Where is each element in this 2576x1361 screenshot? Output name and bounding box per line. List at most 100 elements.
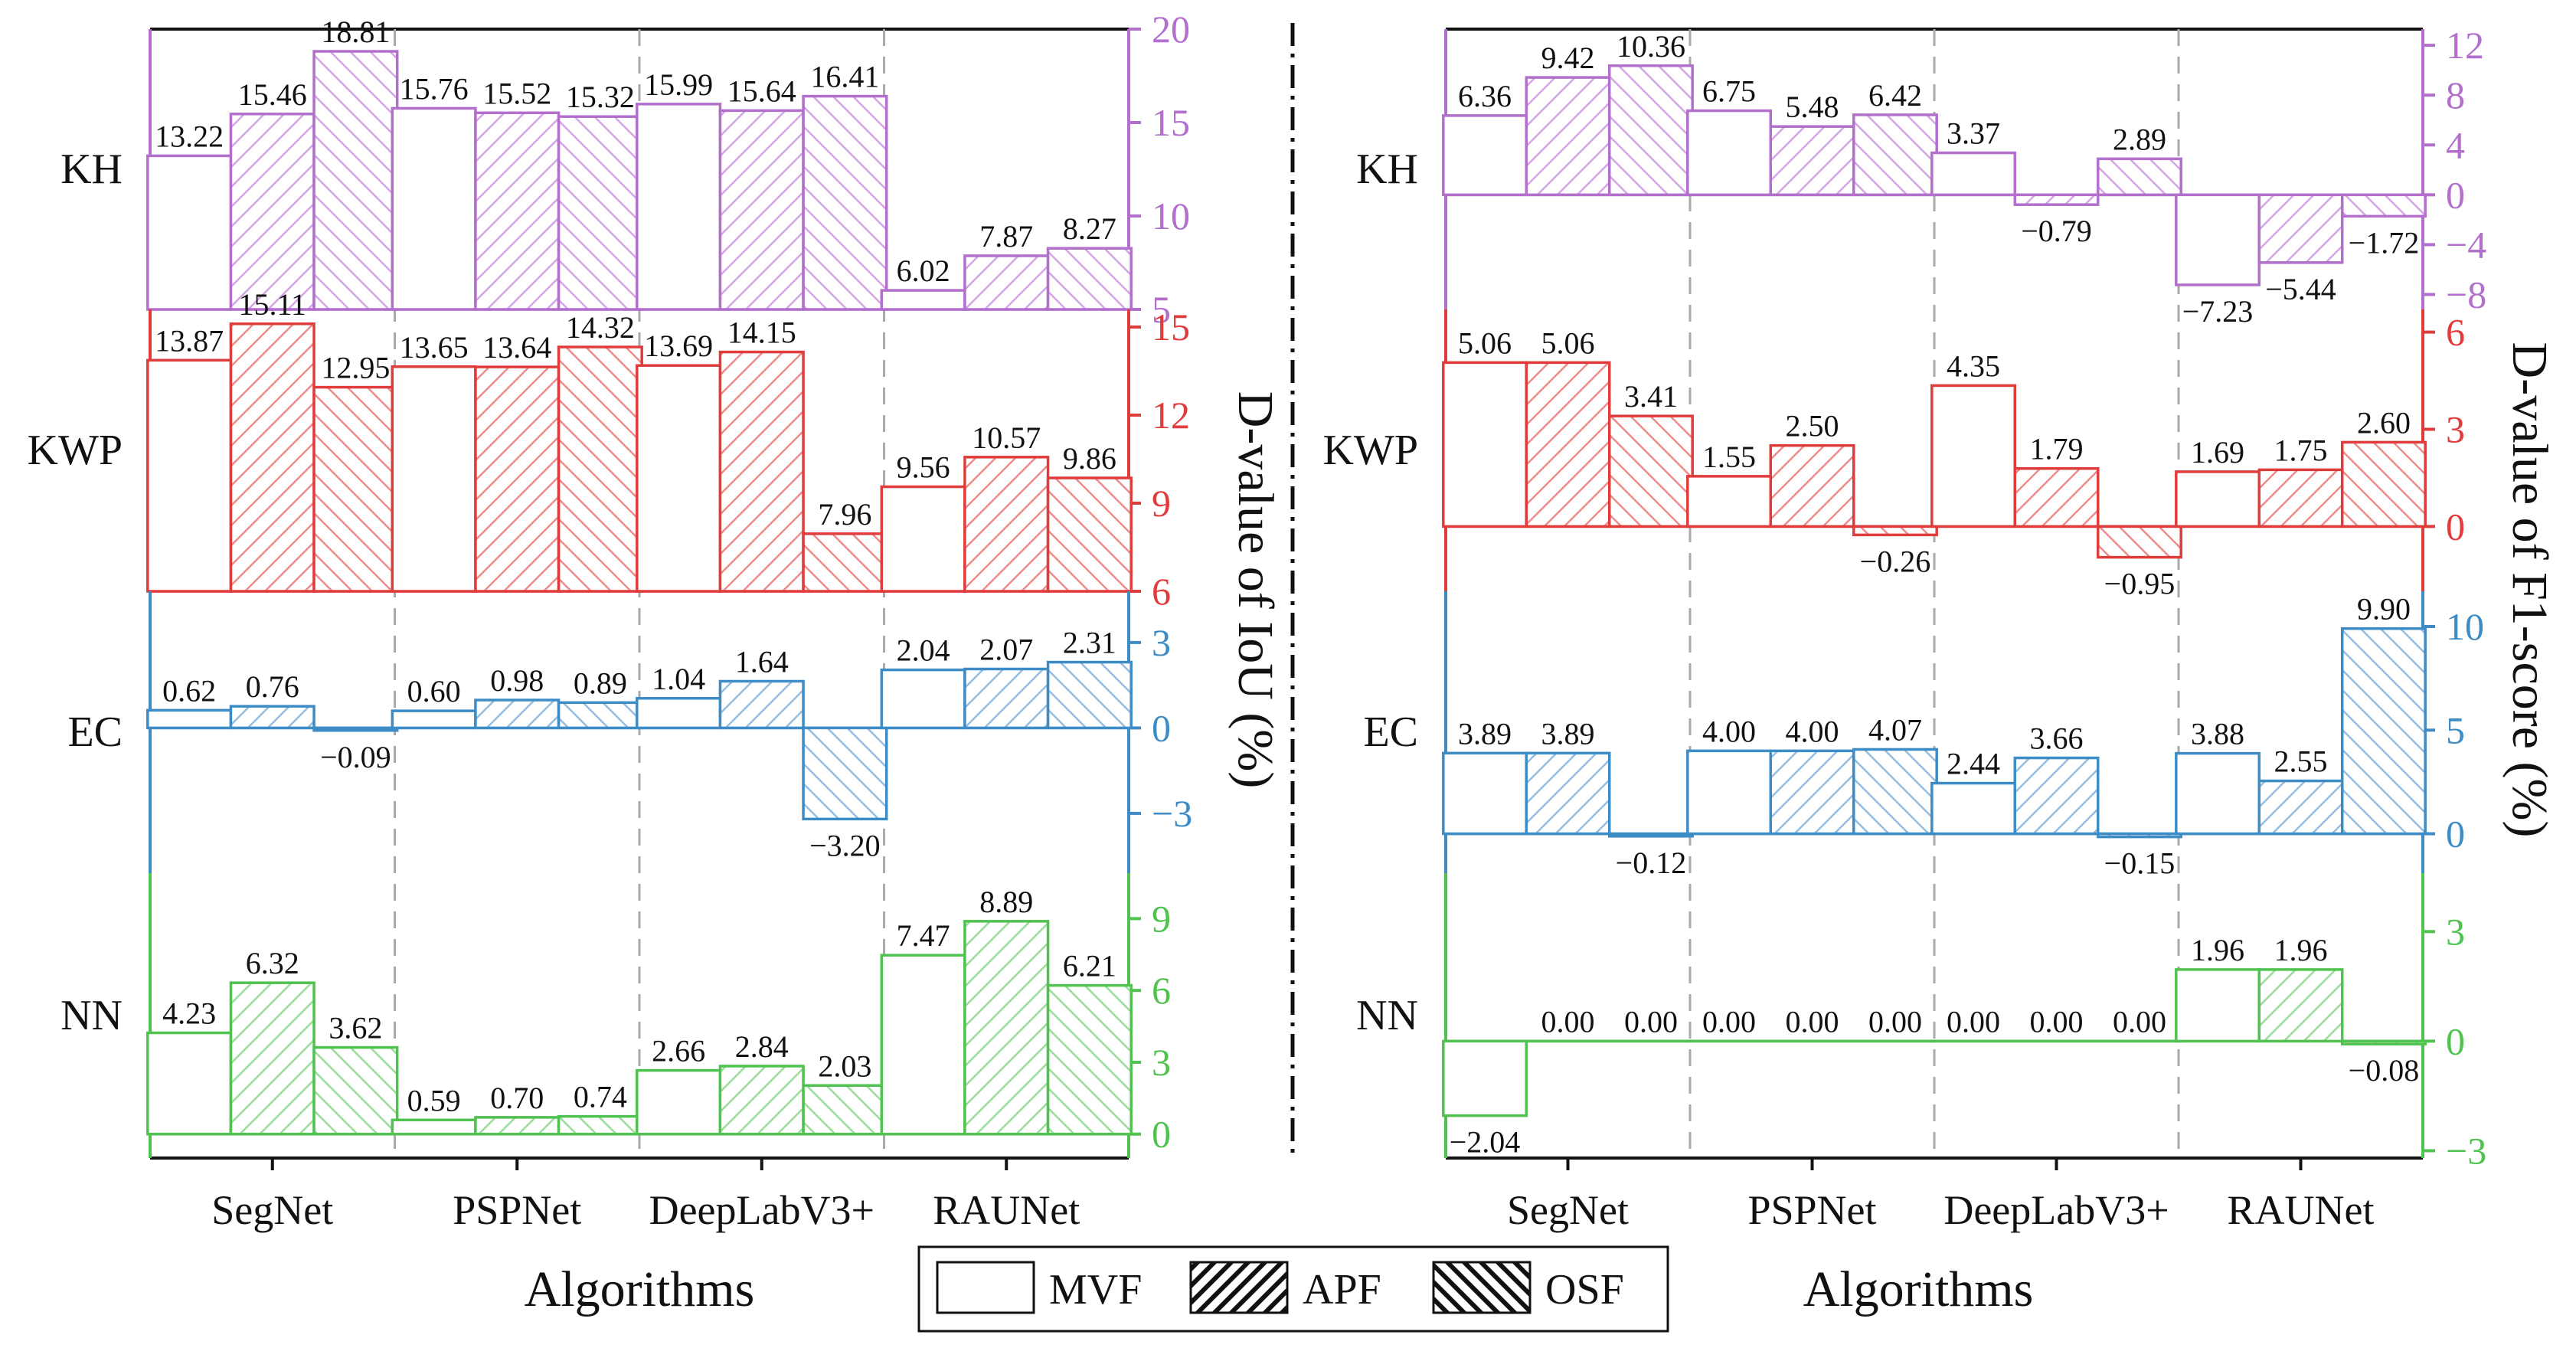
data-label: 4.00 xyxy=(1786,714,1839,748)
data-label: 2.66 xyxy=(652,1034,705,1068)
data-label: 7.47 xyxy=(897,918,950,953)
bar-kwp-raunet-apf xyxy=(2257,468,2344,528)
y-tick-label: 6 xyxy=(1152,570,1171,613)
data-label: 3.89 xyxy=(1458,716,1512,751)
data-label: 13.22 xyxy=(155,119,224,153)
bar-ec-raunet-apf xyxy=(2257,779,2344,836)
data-label: 8.27 xyxy=(1063,211,1116,246)
data-label: −2.04 xyxy=(1450,1125,1521,1160)
bar-kwp-raunet-osf xyxy=(1046,476,1133,593)
data-label: 0.00 xyxy=(1786,1004,1839,1039)
data-label: 10.57 xyxy=(972,420,1041,455)
bar-ec-pspnet-apf xyxy=(1769,749,1855,836)
bar-kwp-segnet-osf xyxy=(312,385,399,593)
legend-swatch-apf xyxy=(1189,1261,1289,1314)
data-label: −0.08 xyxy=(2349,1053,2420,1088)
y-tick-label: 9 xyxy=(1152,482,1171,525)
x-tick-label-pspnet: PSPNet xyxy=(1747,1187,1876,1233)
y-tick-label: −8 xyxy=(2446,273,2486,316)
data-label: 15.32 xyxy=(566,80,635,114)
data-label: 16.41 xyxy=(810,60,879,94)
data-label: 3.62 xyxy=(329,1011,382,1045)
bar-nn-segnet-mvf xyxy=(146,1031,233,1136)
y-tick-label: 8 xyxy=(2446,74,2465,116)
y-tick-label: 5 xyxy=(2446,708,2465,751)
bar-ec-raunet-apf xyxy=(963,667,1050,730)
bar-kwp-raunet-apf xyxy=(963,456,1050,593)
bar-nn-raunet-apf xyxy=(2257,968,2344,1043)
bar-nn-raunet-osf xyxy=(1046,983,1133,1136)
panel-kh: KH −8 −4 0 4 8 12 6.36 9.42 10.36 6.75 5.48 6.42 3.37… xyxy=(1356,24,2486,329)
y-tick-label: −4 xyxy=(2446,223,2486,266)
data-label: 0.59 xyxy=(407,1083,461,1117)
data-label: 2.50 xyxy=(1786,409,1839,443)
data-label: −0.95 xyxy=(2104,567,2176,601)
data-label: 15.76 xyxy=(400,71,469,106)
bar-ec-segnet-apf xyxy=(229,705,315,730)
data-label: 3.66 xyxy=(2030,721,2084,756)
data-label: 13.64 xyxy=(482,330,551,365)
bar-ec-raunet-osf xyxy=(1046,660,1133,730)
data-label: 0.60 xyxy=(407,674,461,708)
bar-nn-segnet-osf xyxy=(312,1045,399,1136)
bar-nn-pspnet-osf xyxy=(557,1114,643,1136)
bar-kh-segnet-apf xyxy=(1525,76,1611,197)
data-label: −0.15 xyxy=(2104,846,2176,881)
bar-kwp-pspnet-osf xyxy=(1852,525,1938,537)
data-label: 0.62 xyxy=(162,673,216,708)
bar-nn-raunet-mvf xyxy=(880,954,966,1136)
data-label: 9.42 xyxy=(1541,41,1595,75)
y-tick-label: 5 xyxy=(1152,288,1171,331)
data-label: 12.95 xyxy=(321,351,390,385)
data-label: 6.21 xyxy=(1063,949,1116,983)
data-label: 4.07 xyxy=(1868,712,1922,747)
data-label: 2.84 xyxy=(735,1029,789,1064)
bar-kwp-deeplabv3-mvf xyxy=(636,364,722,593)
bar-ec-segnet-mvf xyxy=(146,708,233,730)
data-label: 6.32 xyxy=(246,946,299,980)
bar-kh-segnet-apf xyxy=(229,113,315,311)
bar-nn-deeplabv3-mvf xyxy=(636,1068,722,1136)
bar-kh-deeplabv3-mvf xyxy=(636,103,722,311)
data-label: −0.79 xyxy=(2021,214,2092,248)
bar-kh-raunet-osf xyxy=(2340,193,2427,218)
f1-chart: SegNet PSPNet DeepLabV3+ RAUNet KH −8 −4 0 4 8 12 6… xyxy=(1323,24,2487,1233)
bar-kwp-deeplabv3-apf xyxy=(718,350,805,593)
bar-kh-raunet-apf xyxy=(2257,193,2344,264)
bar-kh-pspnet-mvf xyxy=(1686,109,1773,197)
x-tick-label-deeplabv3: DeepLabV3+ xyxy=(649,1187,874,1233)
bar-kwp-pspnet-mvf xyxy=(1686,475,1773,528)
bar-ec-raunet-mvf xyxy=(2175,751,2261,836)
data-label: 1.64 xyxy=(735,644,789,679)
data-label: 3.37 xyxy=(1947,116,2000,151)
right-x-axis-title: Algorithms xyxy=(1803,1261,2034,1317)
legend-label-mvf: MVF xyxy=(1049,1266,1142,1314)
bar-ec-raunet-osf xyxy=(2340,627,2427,836)
bar-kh-deeplabv3-mvf xyxy=(1930,151,2017,197)
panel-ec: EC −3 0 3 0.62 0.76 −0.09 0.60 0.98 0.89 1.04 1.64 −… xyxy=(67,591,1192,873)
data-label: 7.87 xyxy=(979,219,1033,254)
bar-nn-segnet-mvf xyxy=(1442,1039,1528,1117)
data-label: 5.06 xyxy=(1541,326,1595,360)
data-label: 15.52 xyxy=(482,76,551,110)
data-label: 1.96 xyxy=(2191,933,2244,967)
bar-kh-pspnet-apf xyxy=(1769,125,1855,197)
data-label: 0.00 xyxy=(1624,1004,1678,1039)
bar-kwp-deeplabv3-mvf xyxy=(1930,384,2017,528)
bar-nn-raunet-mvf xyxy=(2175,968,2261,1043)
data-label: 3.41 xyxy=(1624,379,1678,414)
y-tick-label: 0 xyxy=(2446,813,2465,856)
bar-ec-deeplabv3-mvf xyxy=(636,697,722,730)
legend: MVF APF OSF xyxy=(917,1245,1669,1333)
data-label: 6.75 xyxy=(1702,74,1756,109)
bar-kh-segnet-mvf xyxy=(1442,114,1528,197)
bar-ec-segnet-mvf xyxy=(1442,751,1528,836)
data-label: 2.03 xyxy=(818,1049,871,1083)
y-tick-label: 3 xyxy=(1152,1041,1171,1084)
data-label: 15.46 xyxy=(238,77,307,112)
data-label: 7.96 xyxy=(818,497,871,532)
data-label: −5.44 xyxy=(2265,272,2336,306)
y-tick-label: 20 xyxy=(1152,8,1190,51)
data-label: −0.09 xyxy=(320,740,391,774)
